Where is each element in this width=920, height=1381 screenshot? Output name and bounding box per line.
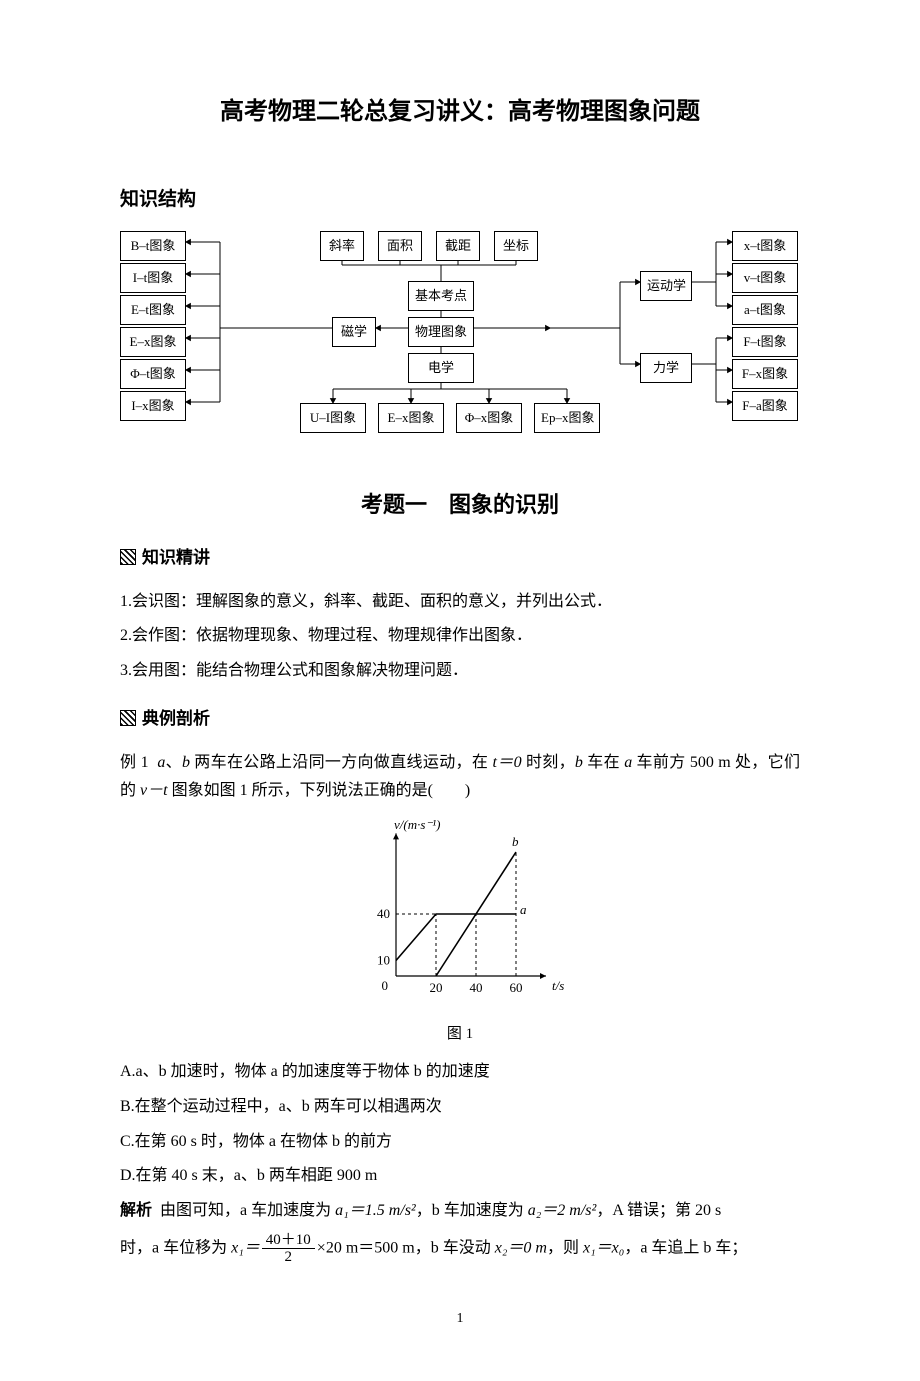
main-title: 高考物理二轮总复习讲义：高考物理图象问题 [120, 90, 800, 133]
svg-text:a: a [520, 902, 527, 917]
svg-text:t/s: t/s [552, 978, 564, 993]
concept-box: Φ–x图象 [456, 403, 522, 432]
figure-1-caption: 图 1 [120, 1021, 800, 1048]
svg-text:v/(m·s⁻¹): v/(m·s⁻¹) [394, 817, 441, 832]
knowledge-point-2: 2.会作图：依据物理现象、物理过程、物理规律作出图象． [120, 622, 800, 651]
example-1-stem: 例 1 a、b 两车在公路上沿同一方向做直线运动，在 t＝0 时刻，b 车在 a… [120, 749, 800, 807]
option-c: C.在第 60 s 时，物体 a 在物体 b 的前方 [120, 1128, 800, 1157]
concept-box: B–t图象 [120, 231, 186, 260]
sub-example-heading: 典例剖析 [120, 704, 800, 735]
concept-box: 坐标 [494, 231, 538, 260]
concept-box: 运动学 [640, 271, 692, 300]
option-a: A.a、b 加速时，物体 a 的加速度等于物体 b 的加速度 [120, 1058, 800, 1087]
concept-box: F–x图象 [732, 359, 798, 388]
figure-1: a b 10 40 20 40 60 v/(m·s⁻¹) t/s 0 [120, 816, 800, 1017]
concept-box: I–t图象 [120, 263, 186, 292]
concept-box: F–a图象 [732, 391, 798, 420]
option-b: B.在整个运动过程中，a、b 两车可以相遇两次 [120, 1093, 800, 1122]
concept-box: E–t图象 [120, 295, 186, 324]
concept-box: F–t图象 [732, 327, 798, 356]
concept-box: 磁学 [332, 317, 376, 346]
concept-box: I–x图象 [120, 391, 186, 420]
concept-box: Φ–t图象 [120, 359, 186, 388]
hatch-icon [120, 710, 136, 726]
concept-box: E–x图象 [120, 327, 186, 356]
concept-box: 斜率 [320, 231, 364, 260]
topic-title: 考题一 图象的识别 [120, 485, 800, 525]
concept-box: 基本考点 [408, 281, 474, 310]
concept-map: B–t图象 I–t图象 E–t图象 E–x图象 Φ–t图象 I–x图象 x–t图象 v–t图象… [120, 231, 800, 447]
page-number: 1 [120, 1306, 800, 1331]
svg-text:0: 0 [382, 978, 389, 993]
concept-box: v–t图象 [732, 263, 798, 292]
svg-text:b: b [512, 834, 519, 849]
section-knowledge-heading: 知识结构 [120, 183, 800, 217]
concept-box: 电学 [408, 353, 474, 382]
concept-box: E–x图象 [378, 403, 444, 432]
option-d: D.在第 40 s 末，a、b 两车相距 900 m [120, 1162, 800, 1191]
concept-box: x–t图象 [732, 231, 798, 260]
analysis-line-1: 解析 由图可知，a 车加速度为 a₁＝1.5 m/s²，b 车加速度为 a₂＝2… [120, 1197, 800, 1226]
svg-text:10: 10 [377, 953, 390, 968]
concept-box: Ep–x图象 [534, 403, 600, 432]
svg-text:40: 40 [377, 906, 390, 921]
analysis-label: 解析 [120, 1202, 152, 1219]
sub-knowledge-heading: 知识精讲 [120, 543, 800, 574]
concept-box: U–I图象 [300, 403, 366, 432]
svg-text:60: 60 [510, 980, 523, 995]
concept-box: a–t图象 [732, 295, 798, 324]
concept-box: 截距 [436, 231, 480, 260]
vt-graph: a b 10 40 20 40 60 v/(m·s⁻¹) t/s 0 [340, 816, 580, 1006]
analysis-line-2: 时，a 车位移为 x₁＝40＋102×20 m＝500 m，b 车没动 x₂＝0… [120, 1232, 800, 1266]
svg-text:20: 20 [430, 980, 443, 995]
knowledge-point-1: 1.会识图：理解图象的意义，斜率、截距、面积的意义，并列出公式． [120, 588, 800, 617]
svg-text:40: 40 [470, 980, 483, 995]
example-label: 例 1 [120, 754, 149, 771]
concept-box: 面积 [378, 231, 422, 260]
concept-box: 物理图象 [408, 317, 474, 346]
hatch-icon [120, 549, 136, 565]
concept-box: 力学 [640, 353, 692, 382]
knowledge-point-3: 3.会用图：能结合物理公式和图象解决物理问题． [120, 657, 800, 686]
